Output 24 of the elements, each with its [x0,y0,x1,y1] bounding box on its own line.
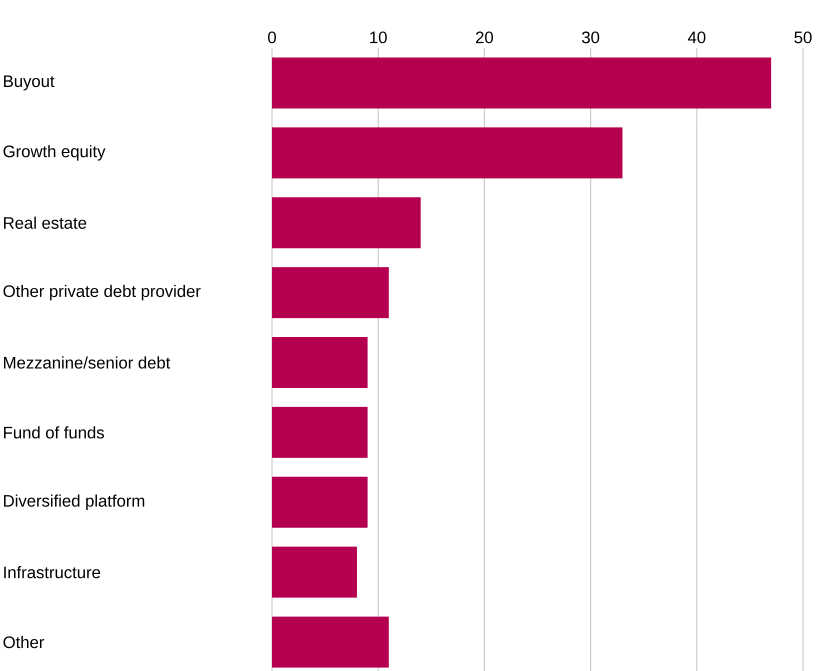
y-tick-label: Fund of funds [4,426,104,439]
x-tick-label: 20 [476,32,494,44]
y-tick-label: Other private debt provider [3,284,201,300]
bar [272,197,421,248]
y-tick-label: Diversified platform [4,494,144,510]
x-tick-label: 30 [582,32,600,44]
y-tick-label: Mezzanine/senior debt [4,356,170,369]
bar [272,476,368,528]
bar [272,337,368,388]
bar [272,616,389,668]
x-tick-label: 10 [370,32,387,44]
y-tick-label: Infrastructure [4,566,100,578]
y-tick-label: Buyout [4,76,54,90]
x-tick-label: 50 [794,32,812,44]
bar [272,546,357,598]
y-tick-label: Other [3,636,44,648]
bar [272,57,772,108]
bar [272,127,622,178]
y-tick-label: Growth equity [4,145,106,161]
x-tick-label: 40 [688,32,706,44]
bar [272,267,389,318]
x-tick-label: 0 [268,32,276,44]
y-tick-label: Real estate [4,216,86,229]
bar [272,406,368,458]
